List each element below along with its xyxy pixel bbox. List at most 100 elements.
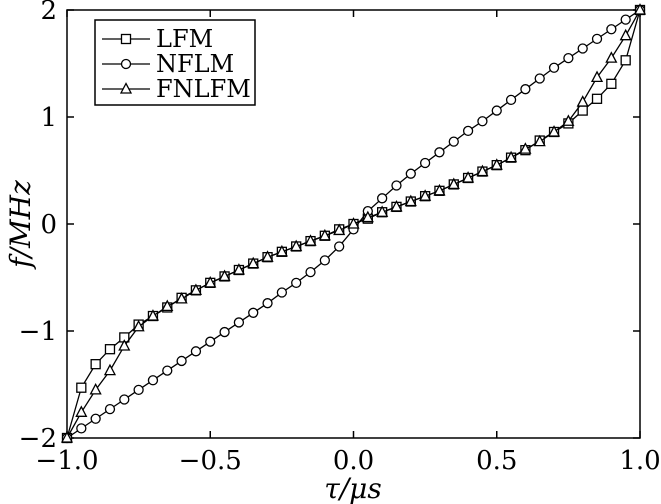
square-marker	[90, 359, 101, 370]
triangle-marker	[605, 51, 618, 63]
circle-marker	[262, 298, 273, 309]
triangle-marker	[404, 194, 417, 207]
circle-marker	[291, 277, 302, 289]
triangle-marker	[347, 217, 360, 229]
circle-marker	[190, 346, 202, 357]
legend-label: FNLFM	[156, 75, 251, 103]
circle-marker	[620, 14, 631, 25]
x-tick-label: −1.0	[35, 446, 98, 476]
circle-marker	[606, 24, 617, 35]
triangle-marker	[103, 363, 117, 376]
triangle-marker	[433, 183, 446, 196]
square-marker	[104, 344, 116, 355]
square-marker	[577, 105, 588, 116]
series-fnlfm	[60, 3, 647, 443]
circle-marker	[563, 53, 574, 64]
square-marker	[591, 93, 603, 104]
triangle-marker	[304, 234, 317, 246]
triangle-marker	[119, 82, 133, 94]
triangle-marker	[75, 405, 88, 417]
triangle-marker	[590, 70, 604, 83]
circle-marker	[505, 94, 517, 106]
legend-label: LFM	[156, 25, 213, 53]
y-tick-label: −2	[19, 424, 57, 454]
x-tick-label: 0.0	[333, 446, 374, 476]
circle-marker	[90, 413, 101, 424]
tick-labels: −1.0 −0.5 0.0 0.5 1.0 −2 −1 0 1 2	[19, 0, 661, 476]
x-tick-label: 0.5	[476, 446, 517, 476]
circle-marker	[133, 384, 144, 396]
circle-marker	[219, 326, 230, 338]
circle-marker	[434, 147, 445, 158]
circle-marker	[448, 136, 459, 147]
circle-marker	[548, 62, 560, 73]
legend-entry-lfm: LFM	[102, 25, 213, 53]
triangle-marker	[547, 125, 561, 137]
triangle-marker	[146, 309, 160, 321]
triangle-marker	[576, 95, 589, 107]
triangle-marker	[462, 171, 475, 183]
circle-marker	[334, 241, 345, 252]
triangle-marker	[619, 28, 632, 41]
circle-marker	[319, 255, 331, 266]
circle-marker	[405, 168, 416, 179]
triangle-marker	[175, 292, 188, 304]
circle-marker	[276, 287, 288, 298]
triangle-marker	[60, 431, 74, 443]
triangle-marker	[376, 205, 389, 217]
y-axis-label: f/MHz	[4, 180, 37, 270]
circle-marker	[205, 336, 216, 347]
triangle-marker	[275, 244, 288, 257]
circle-marker	[477, 116, 488, 127]
series-layer	[60, 3, 647, 444]
x-tick-label: 1.0	[619, 446, 660, 476]
triangle-marker	[204, 275, 217, 288]
triangle-marker	[161, 299, 174, 312]
triangle-marker	[361, 210, 374, 223]
circle-marker	[233, 317, 245, 328]
triangle-marker	[318, 228, 331, 241]
y-tick-label: −1	[19, 317, 57, 347]
triangle-marker	[562, 114, 575, 126]
x-tick-label: −0.5	[179, 446, 242, 476]
triangle-marker	[476, 164, 489, 177]
triangle-marker	[419, 189, 432, 201]
triangle-marker	[504, 150, 518, 163]
circle-marker	[119, 394, 130, 405]
triangle-marker	[519, 142, 532, 154]
circle-marker	[376, 193, 388, 204]
triangle-marker	[89, 382, 102, 395]
triangle-marker	[261, 250, 274, 262]
x-axis-label: τ/μs	[324, 472, 382, 504]
triangle-marker	[232, 263, 245, 275]
square-marker	[120, 33, 132, 45]
square-marker	[76, 382, 87, 393]
circle-marker	[534, 73, 545, 84]
legend-entry-nflm: NFLM	[102, 50, 234, 78]
triangle-marker	[247, 256, 260, 269]
triangle-marker	[333, 223, 346, 236]
circle-marker	[76, 423, 87, 434]
y-tick-label: 1	[40, 103, 57, 133]
circle-marker	[147, 375, 159, 386]
circle-marker	[104, 403, 116, 415]
circle-marker	[591, 33, 603, 45]
circle-marker	[248, 307, 259, 318]
square-marker	[620, 55, 631, 66]
square-marker	[606, 78, 617, 89]
triangle-marker	[290, 239, 303, 252]
triangle-marker	[533, 134, 546, 147]
circle-marker	[391, 180, 402, 191]
triangle-marker	[132, 319, 145, 332]
legend-entry-fnlfm: FNLFM	[102, 75, 251, 103]
y-tick-label: 2	[40, 0, 57, 26]
triangle-marker	[633, 3, 647, 15]
circle-marker	[419, 157, 431, 169]
triangle-marker	[490, 158, 503, 170]
triangle-marker	[189, 283, 203, 295]
circle-marker	[462, 125, 474, 137]
circle-marker	[520, 84, 531, 95]
circle-marker	[491, 105, 502, 116]
